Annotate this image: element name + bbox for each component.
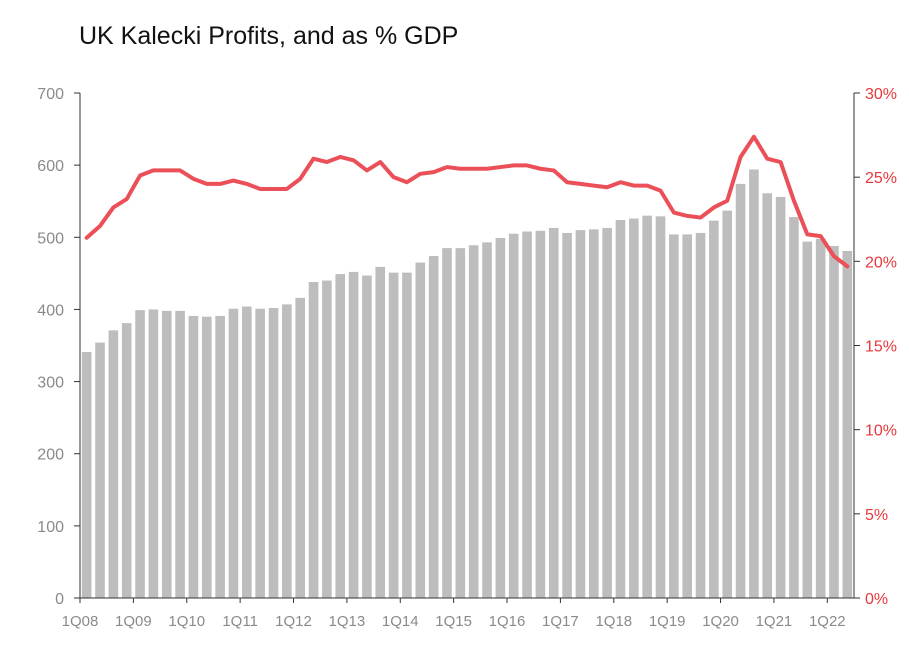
bar	[468, 245, 479, 598]
bar	[495, 238, 506, 598]
bar	[548, 227, 559, 598]
bar	[749, 169, 759, 598]
right-tick-label: 15%	[865, 339, 897, 356]
bar	[388, 272, 399, 598]
left-tick-label: 600	[37, 158, 64, 175]
bar	[562, 232, 572, 598]
bar	[682, 234, 692, 598]
bar	[161, 310, 172, 598]
bar	[335, 274, 346, 598]
bar	[282, 304, 292, 598]
x-tick-label: 1Q18	[595, 613, 632, 630]
x-tick-label: 1Q16	[489, 613, 526, 630]
bar	[522, 231, 532, 598]
bar	[135, 310, 145, 598]
bar	[348, 271, 359, 598]
chart-title: UK Kalecki Profits, and as % GDP	[79, 22, 459, 50]
bar	[442, 248, 452, 599]
bar	[829, 245, 839, 598]
x-tick-label: 1Q15	[435, 613, 472, 630]
bar	[255, 308, 265, 598]
bar	[95, 342, 105, 598]
bar	[508, 233, 519, 598]
bar	[375, 266, 386, 598]
bar	[322, 280, 332, 598]
left-tick-label: 200	[37, 447, 64, 464]
bar	[789, 217, 799, 598]
bar	[415, 262, 426, 598]
left-tick-label: 300	[37, 375, 64, 392]
x-tick-label: 1Q12	[275, 613, 312, 630]
bar	[215, 315, 225, 598]
x-tick-label: 1Q13	[329, 613, 366, 630]
axes	[74, 92, 860, 603]
profit-share-line	[84, 134, 850, 269]
bar	[588, 229, 599, 598]
bar	[535, 230, 546, 599]
bar	[695, 232, 706, 598]
x-tick-label: 1Q14	[382, 613, 419, 630]
x-tick-label: 1Q10	[168, 613, 205, 630]
right-tick-label: 25%	[865, 170, 897, 187]
bar	[722, 210, 733, 598]
bar	[108, 330, 119, 598]
right-tick-label: 20%	[865, 254, 897, 271]
bar	[709, 220, 719, 598]
bar	[802, 241, 813, 599]
x-tick-label: 1Q17	[542, 613, 579, 630]
bar	[615, 219, 626, 598]
bar	[121, 323, 132, 598]
bar	[669, 234, 679, 598]
bar	[482, 242, 492, 598]
bar	[148, 309, 159, 598]
right-tick-label: 5%	[865, 507, 888, 524]
bar	[175, 310, 185, 598]
bar	[642, 215, 652, 598]
x-tick-label: 1Q08	[62, 613, 99, 630]
x-tick-label: 1Q22	[809, 613, 846, 630]
bar	[242, 306, 252, 598]
right-tick-label: 10%	[865, 423, 897, 440]
left-tick-label: 0	[55, 591, 64, 608]
bar	[735, 183, 746, 598]
right-tick-label: 30%	[865, 86, 897, 103]
x-tick-label: 1Q11	[222, 613, 258, 630]
bar	[455, 248, 466, 599]
x-tick-label: 1Q09	[115, 613, 152, 630]
bar	[655, 216, 666, 599]
bar-series	[81, 169, 853, 599]
left-tick-label: 400	[37, 302, 64, 319]
x-tick-label: 1Q19	[649, 613, 686, 630]
bar	[308, 282, 319, 598]
bar	[201, 316, 212, 598]
bar	[228, 308, 239, 598]
left-tick-label: 500	[37, 230, 64, 247]
bar	[629, 218, 639, 598]
bar	[402, 272, 412, 598]
left-tick-label: 100	[37, 519, 64, 536]
right-tick-label: 0%	[865, 591, 888, 608]
bar	[295, 297, 305, 598]
bar	[842, 250, 853, 599]
bar	[428, 256, 439, 598]
line-series	[84, 134, 850, 269]
bar	[815, 238, 826, 599]
bar	[575, 230, 586, 598]
bar	[81, 351, 92, 598]
bar	[775, 196, 786, 598]
bar	[268, 307, 279, 598]
x-tick-label: 1Q20	[702, 613, 739, 630]
tick-labels: 0 100 200 300 400 500 600 700 0% 5% 10% 15% 20% 25% 30…	[37, 86, 897, 630]
bar	[762, 193, 773, 598]
bar	[188, 315, 199, 598]
left-tick-label: 700	[37, 86, 64, 103]
x-tick-label: 1Q21	[756, 613, 793, 630]
bar	[362, 275, 372, 598]
bar	[602, 227, 612, 598]
